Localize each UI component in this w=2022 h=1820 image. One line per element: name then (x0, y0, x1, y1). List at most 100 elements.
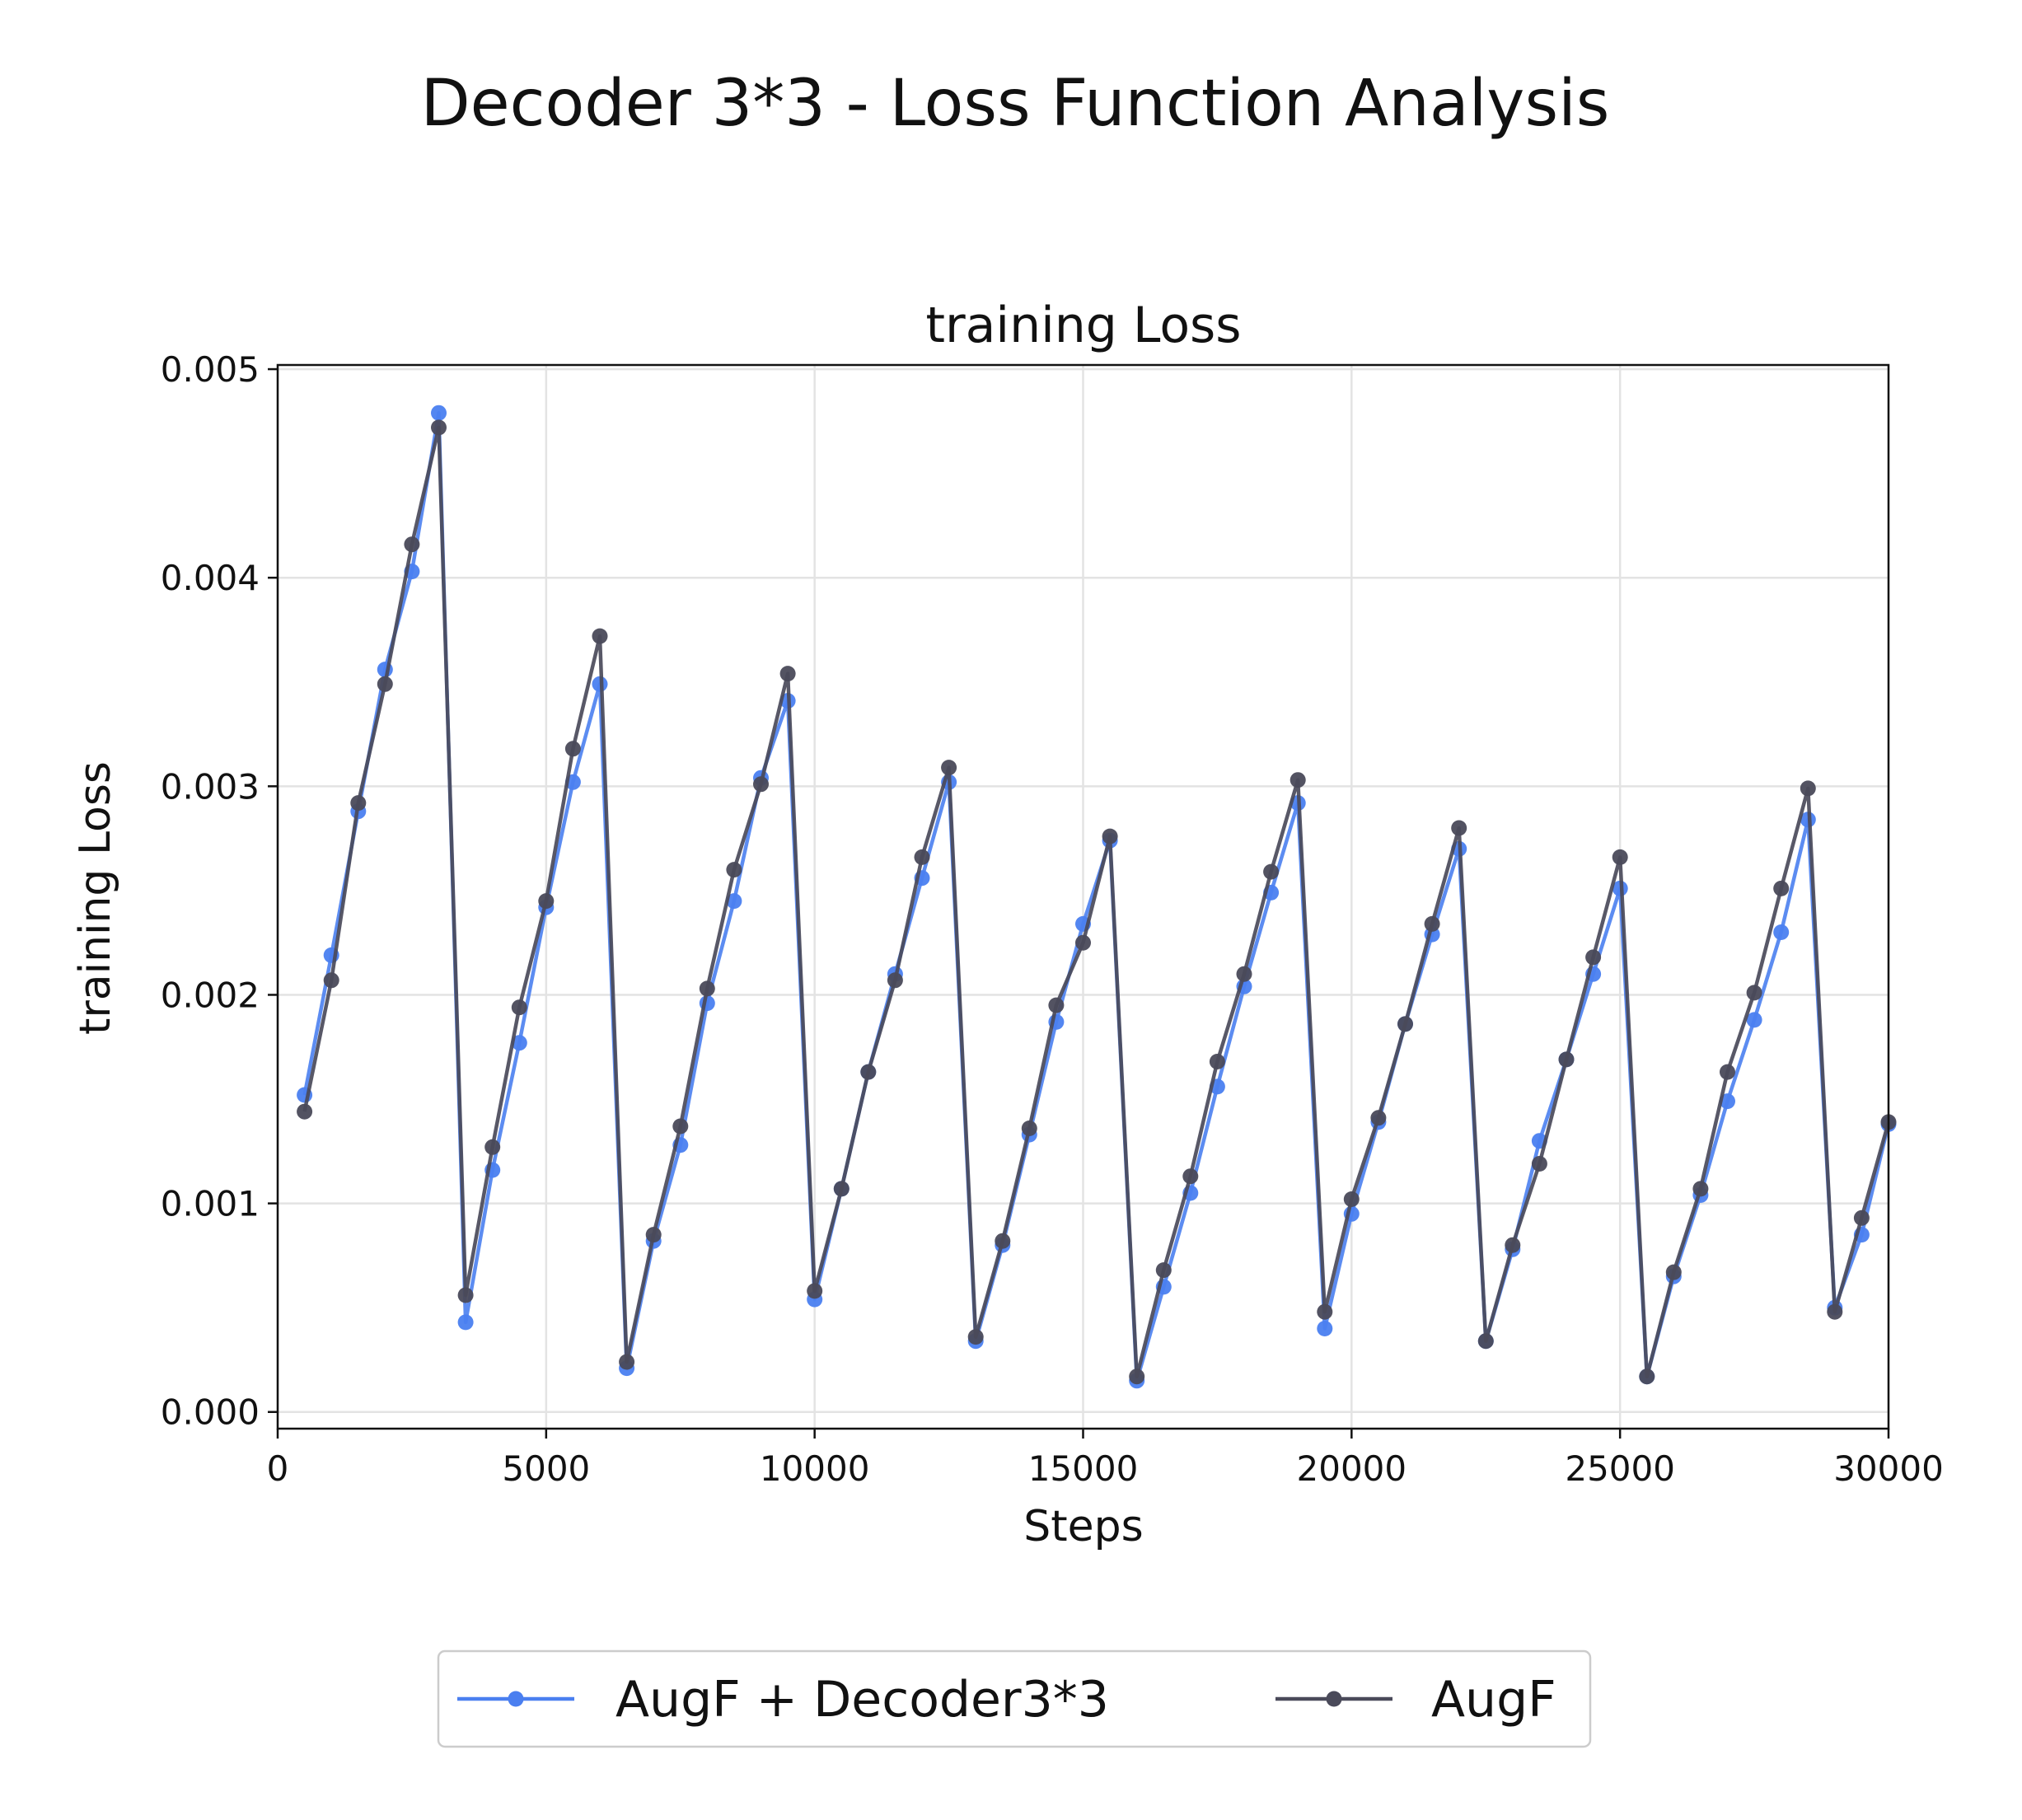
data-point (672, 1118, 689, 1135)
series-layer (297, 405, 1897, 1389)
data-point (941, 760, 957, 776)
data-point (1048, 997, 1065, 1013)
data-point (1639, 1369, 1655, 1385)
data-point (779, 666, 796, 682)
data-point (1182, 1168, 1199, 1185)
y-tick-label: 0.005 (161, 349, 260, 390)
x-axis-ticks: 0 5000 10000 15000 20000 25000 30000 (267, 1429, 1944, 1489)
data-point (699, 980, 715, 997)
data-point (431, 419, 447, 436)
data-point (1289, 772, 1306, 788)
data-point (457, 1314, 474, 1331)
legend: AugF + Decoder3*3 AugF (437, 1649, 1592, 1748)
data-point (1746, 985, 1762, 1001)
data-point (1800, 780, 1816, 797)
y-tick-label: 0.003 (161, 766, 260, 807)
y-tick-label: 0.002 (161, 975, 260, 1015)
series-augf (297, 419, 1897, 1385)
data-point (484, 1139, 501, 1155)
data-point (1370, 1110, 1387, 1126)
data-point (297, 1103, 313, 1120)
data-point (726, 893, 742, 910)
data-point (350, 795, 367, 812)
data-point (1827, 1303, 1843, 1320)
legend-marker (508, 1691, 524, 1707)
y-tick-label: 0.004 (161, 558, 260, 598)
data-point (1585, 949, 1602, 966)
data-point (1343, 1191, 1360, 1207)
data-point (995, 1233, 1011, 1249)
series-line (302, 425, 1891, 1378)
data-point (726, 862, 742, 878)
data-point (323, 972, 339, 989)
data-point (1397, 1016, 1413, 1032)
data-point (619, 1354, 635, 1370)
data-point (1665, 1264, 1682, 1280)
data-point (1155, 1262, 1172, 1279)
x-tick-label: 5000 (502, 1448, 590, 1489)
chart-title: training Loss (925, 297, 1241, 354)
x-tick-label: 25000 (1565, 1448, 1675, 1489)
data-point (1773, 924, 1790, 940)
x-tick-label: 10000 (760, 1448, 870, 1489)
data-point (967, 1329, 984, 1345)
y-axis-ticks: 0.000 0.001 0.002 0.003 0.004 0.005 (161, 349, 278, 1433)
data-point (833, 1181, 850, 1197)
y-tick-label: 0.001 (161, 1184, 260, 1224)
data-point (511, 1035, 527, 1051)
data-point (1263, 863, 1280, 880)
data-point (1075, 934, 1091, 951)
legend-entry: AugF + Decoder3*3 (457, 1671, 1109, 1729)
data-point (1505, 1237, 1521, 1253)
data-point (1317, 1321, 1333, 1336)
data-point (377, 676, 393, 692)
data-point (1477, 1333, 1494, 1350)
data-point (645, 1227, 662, 1243)
data-point (1236, 966, 1252, 982)
legend-marker (1326, 1691, 1342, 1707)
legend-entry: AugF (1275, 1671, 1556, 1729)
legend-entries: AugF + Decoder3*3 AugF (457, 1671, 1556, 1729)
figure-title: Decoder 3*3 - Loss Function Analysis (421, 67, 1610, 141)
y-axis-label: training Loss (71, 761, 120, 1035)
data-point (457, 1287, 474, 1303)
data-point (404, 536, 420, 553)
data-point (431, 405, 447, 421)
data-point (1021, 1121, 1037, 1136)
data-point (1612, 849, 1628, 865)
data-point (538, 893, 555, 910)
legend-label: AugF + Decoder3*3 (615, 1671, 1109, 1729)
y-tick-label: 0.000 (161, 1392, 260, 1433)
x-tick-label: 15000 (1028, 1448, 1139, 1489)
data-point (1720, 1093, 1735, 1110)
data-point (1102, 828, 1118, 844)
data-point (1720, 1064, 1735, 1080)
data-point (1853, 1209, 1870, 1226)
data-point (564, 741, 581, 757)
data-point (1558, 1051, 1575, 1068)
data-point (511, 999, 527, 1016)
data-point (1451, 820, 1467, 836)
data-point (592, 628, 608, 644)
x-tick-label: 30000 (1833, 1448, 1944, 1489)
legend-label: AugF (1431, 1671, 1556, 1729)
data-point (914, 849, 930, 865)
data-point (753, 776, 769, 793)
data-point (1773, 880, 1790, 896)
data-point (1531, 1156, 1547, 1172)
data-point (1209, 1054, 1225, 1069)
x-tick-label: 0 (267, 1448, 289, 1489)
x-axis-label: Steps (1023, 1502, 1144, 1551)
x-tick-label: 20000 (1297, 1448, 1407, 1489)
data-point (1424, 915, 1440, 932)
legend-frame (437, 1649, 1592, 1748)
data-point (1746, 1012, 1762, 1028)
data-point (860, 1064, 877, 1080)
data-point (887, 972, 903, 989)
data-point (1317, 1303, 1333, 1320)
data-point (1692, 1181, 1709, 1197)
data-point (1129, 1369, 1145, 1385)
